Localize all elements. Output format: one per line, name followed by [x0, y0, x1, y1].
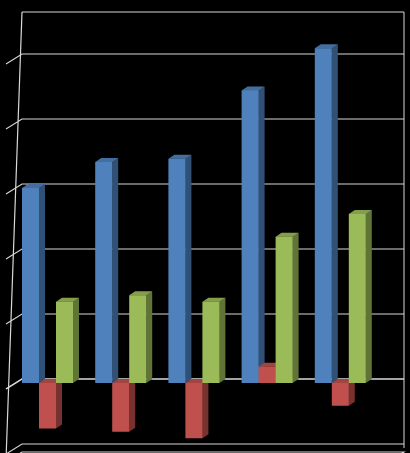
bar-side: [129, 379, 136, 432]
bar-side: [292, 232, 299, 383]
bar: [56, 301, 73, 383]
bar-side: [258, 86, 265, 383]
bar: [348, 214, 366, 383]
bar-top: [275, 232, 299, 237]
chart-floor: [19, 451, 406, 453]
bar-top: [202, 297, 226, 302]
bar-top: [168, 154, 192, 159]
chart-walls: [5, 11, 406, 453]
bar: [112, 383, 130, 432]
bar-side: [365, 210, 372, 383]
bar-top: [129, 291, 153, 296]
gridline: [5, 118, 404, 130]
bar: [241, 90, 259, 383]
bar: [22, 188, 39, 383]
left-wall-edge: [5, 11, 23, 453]
bars: [22, 44, 372, 439]
bar: [314, 48, 332, 383]
bar-top: [95, 158, 119, 162]
bar-side: [185, 154, 192, 383]
bar-side: [219, 297, 226, 383]
bar-top: [348, 210, 372, 214]
bar: [39, 383, 56, 429]
gridline: [5, 183, 404, 195]
bar: [258, 366, 276, 383]
bar-side: [39, 184, 45, 383]
bar: [168, 158, 186, 383]
bar-side: [73, 297, 79, 383]
bar-side: [202, 379, 209, 439]
bar-side: [348, 379, 355, 406]
bar-top: [56, 297, 79, 302]
bar: [95, 162, 113, 383]
gridline: [6, 443, 404, 453]
bar: [185, 383, 203, 439]
bar: [129, 295, 147, 383]
gridline: [5, 53, 404, 65]
bar-top: [22, 184, 45, 188]
bar: [275, 236, 293, 383]
bar-side: [331, 44, 338, 383]
bar-top: [241, 86, 265, 91]
bar-side: [146, 291, 153, 383]
gridline: [5, 248, 404, 260]
bar-top: [314, 44, 338, 49]
bar-side: [56, 379, 62, 429]
bar-side: [112, 158, 119, 383]
bar: [331, 383, 349, 406]
bar: [202, 301, 220, 383]
